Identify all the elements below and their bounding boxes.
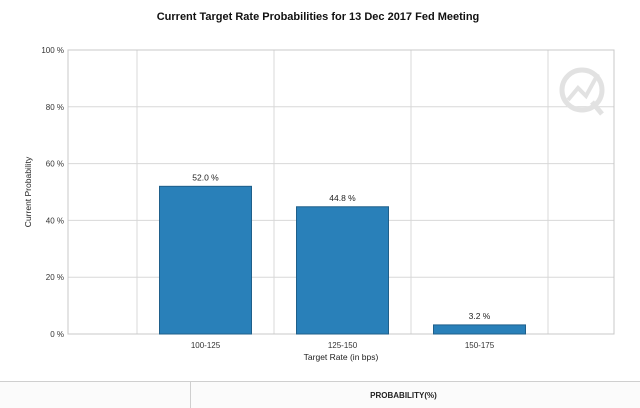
y-tick-label: 20 % [46, 273, 64, 282]
x-tick-label: 100-125 [191, 341, 221, 350]
data-labels: 52.0 % 44.8 % 3.2 % [192, 172, 491, 321]
y-tick-label: 40 % [46, 216, 64, 225]
table-header-probability: PROBABILITY(%) [370, 390, 437, 400]
data-label: 52.0 % [192, 172, 219, 182]
bar-100-125 [159, 185, 252, 335]
y-tick-labels: 0 % 20 % 40 % 60 % 80 % 100 % [41, 46, 64, 339]
chart-title: Current Target Rate Probabilities for 13… [157, 11, 480, 23]
bars [159, 185, 526, 335]
x-tick-label: 125-150 [328, 341, 358, 350]
y-axis-label: Current Probability [23, 156, 33, 227]
logo-watermark-icon [559, 67, 605, 116]
y-tick-label: 80 % [46, 103, 64, 112]
y-tick-label: 100 % [41, 46, 64, 55]
x-tick-label: 150-175 [465, 341, 495, 350]
data-label: 3.2 % [469, 311, 491, 321]
y-tick-label: 0 % [50, 330, 64, 339]
x-tick-labels: 100-125 125-150 150-175 [191, 341, 495, 350]
bar-150-175 [433, 324, 526, 335]
y-tick-label: 60 % [46, 160, 64, 169]
data-label: 44.8 % [329, 193, 356, 203]
probability-table-header: PROBABILITY(%) [0, 381, 640, 408]
table-header-empty-cell [0, 382, 191, 408]
bar-chart: Current Target Rate Probabilities for 13… [23, 11, 615, 362]
x-axis-label: Target Rate (in bps) [304, 352, 379, 362]
bar-125-150 [296, 206, 389, 335]
